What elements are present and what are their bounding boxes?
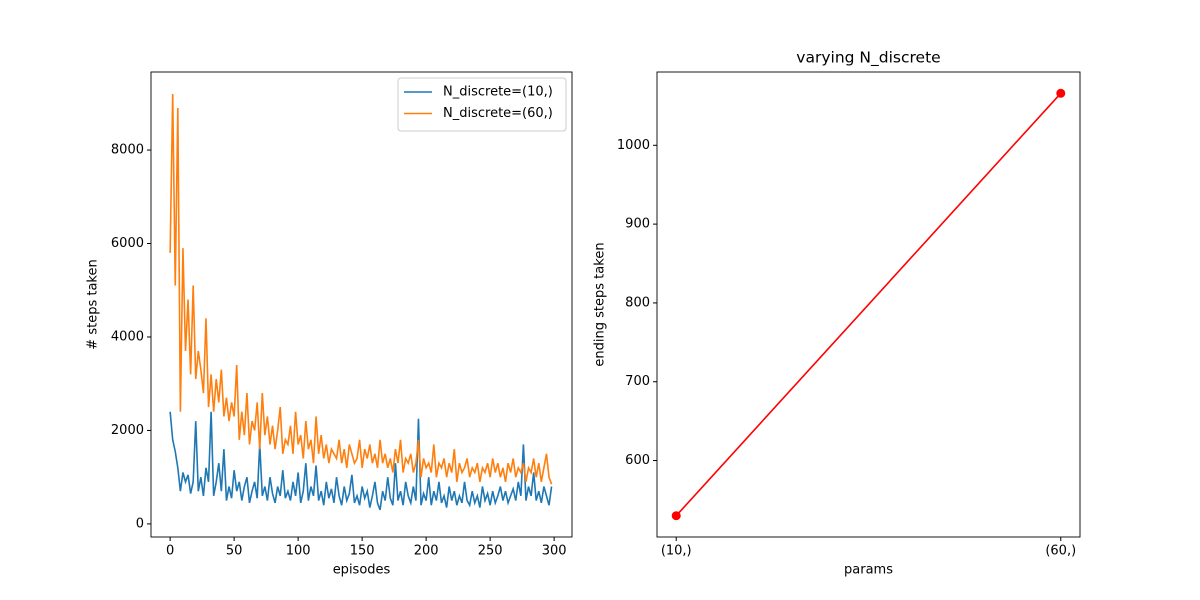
y-tick-label: 6000: [111, 236, 144, 251]
y-tick-label: 8000: [111, 143, 144, 158]
axes-frame: [656, 71, 1081, 538]
x-tick-label: 200: [414, 544, 439, 559]
x-tick-label: (10,): [661, 544, 692, 559]
x-axis-label: episodes: [333, 563, 391, 578]
series-line: [675, 92, 1062, 517]
series-line: [169, 93, 553, 485]
x-tick-label: 150: [350, 544, 375, 559]
x-tick-label: 250: [478, 544, 503, 559]
x-tick-label: 300: [542, 544, 567, 559]
axes-title: varying N_discrete: [796, 49, 940, 68]
x-tick-label: (60,): [1045, 544, 1076, 559]
y-tick-label: 4000: [111, 329, 144, 344]
legend-label: N_discrete=(10,): [443, 85, 553, 100]
y-tick-label: 900: [625, 217, 650, 232]
legend-label: N_discrete=(60,): [443, 106, 553, 121]
axes-frame: [150, 71, 573, 538]
y-axis-label: ending steps taken: [593, 242, 608, 366]
y-tick-label: 1000: [617, 138, 650, 153]
point: [1056, 88, 1066, 98]
y-tick-label: 600: [625, 453, 650, 468]
y-tick-label: 2000: [111, 423, 144, 438]
series-line: [169, 411, 553, 511]
y-tick-label: 800: [625, 295, 650, 310]
x-tick-label: 100: [286, 544, 311, 559]
y-tick-label: 0: [136, 516, 144, 531]
point: [671, 511, 681, 521]
x-tick-label: 0: [166, 544, 174, 559]
legend-box: [397, 77, 567, 132]
x-tick-label: 50: [226, 544, 243, 559]
y-axis-label: # steps taken: [86, 259, 101, 349]
y-tick-label: 700: [625, 374, 650, 389]
x-axis-label: params: [844, 563, 893, 578]
